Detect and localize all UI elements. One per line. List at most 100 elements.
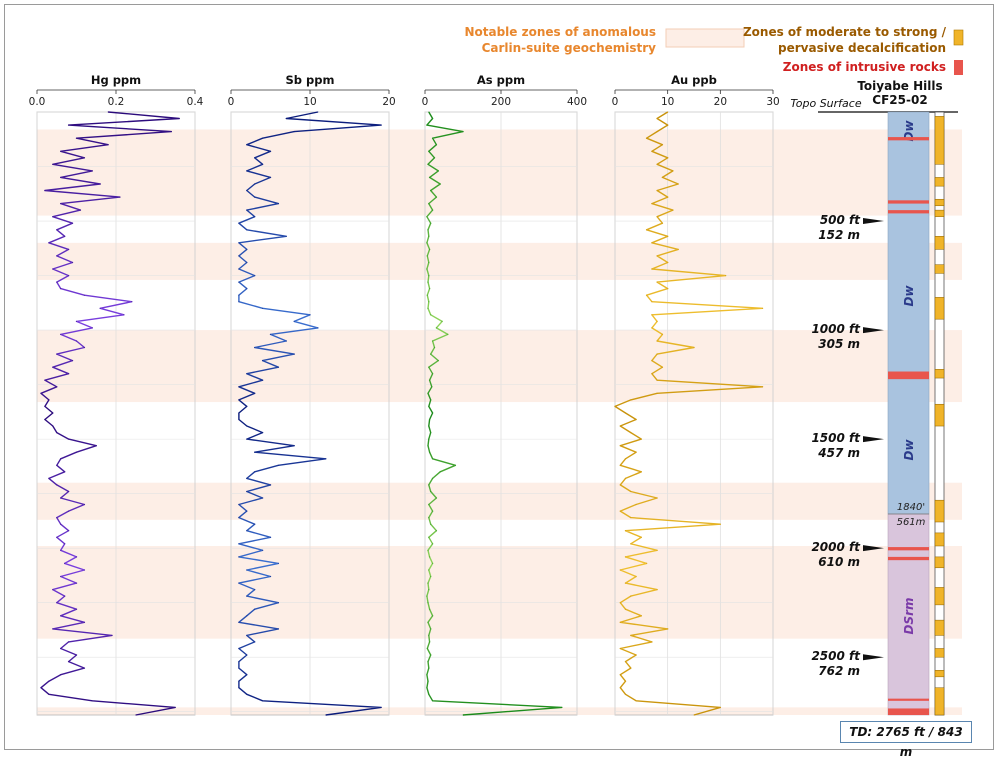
decalc-zone [934, 369, 945, 379]
data-point [75, 654, 78, 656]
data-point [91, 327, 93, 329]
data-point [428, 111, 430, 113]
data-point [624, 661, 627, 663]
data-point [661, 366, 664, 368]
data-point [561, 706, 563, 709]
decalc-zone [934, 619, 945, 636]
data-point [238, 517, 240, 519]
data-point [428, 150, 430, 152]
data-point [447, 333, 449, 335]
data-point [661, 176, 664, 178]
data-point [262, 379, 264, 381]
depth-arrow [863, 654, 884, 661]
data-point [656, 281, 658, 283]
data-point [68, 248, 70, 250]
data-point [174, 706, 176, 709]
data-point [761, 307, 764, 309]
data-point [454, 464, 456, 466]
data-point [40, 392, 42, 394]
data-point [435, 530, 437, 532]
data-point [254, 471, 256, 473]
data-point [619, 464, 621, 466]
data-point [719, 523, 721, 525]
data-point [48, 477, 50, 479]
data-point [83, 157, 85, 159]
legend-anomalous-swatch [665, 28, 745, 48]
data-point [430, 353, 432, 355]
data-point [430, 490, 432, 493]
data-point [656, 379, 658, 381]
data-point [60, 523, 62, 525]
intrusive-zone [888, 200, 929, 204]
data-point [640, 536, 642, 538]
panel-title: Hg ppm [91, 73, 141, 87]
data-point [246, 144, 248, 146]
data-point [619, 621, 621, 623]
data-point [624, 582, 627, 584]
data-point [432, 615, 434, 617]
data-point [60, 458, 62, 460]
data-point [52, 589, 54, 591]
data-point [83, 503, 85, 506]
depth-m-label: 305 m [818, 337, 860, 351]
anomalous-zone-band [37, 242, 962, 280]
data-point [619, 674, 621, 676]
data-point [656, 216, 658, 218]
data-point [635, 503, 637, 506]
data-point [429, 288, 431, 290]
data-point [432, 700, 434, 702]
data-point [619, 647, 621, 650]
legend-anomalous-label-2: Carlin-suite geochemistry [482, 41, 657, 55]
data-point [656, 189, 658, 192]
intrusive-zone [888, 547, 929, 551]
data-point [68, 641, 70, 643]
data-point [432, 543, 434, 545]
data-point [435, 144, 437, 146]
data-point [269, 176, 272, 178]
data-point [91, 700, 93, 702]
data-point [262, 360, 264, 362]
data-point [427, 281, 429, 283]
data-point [667, 261, 669, 264]
data-point [429, 608, 431, 610]
data-point [427, 163, 429, 165]
data-point [262, 163, 264, 165]
data-point [83, 346, 85, 349]
data-point [630, 490, 632, 493]
data-point [426, 268, 428, 270]
data-point [656, 497, 658, 499]
data-point [428, 667, 430, 669]
data-point [99, 307, 101, 309]
data-point [619, 510, 621, 512]
data-point [254, 216, 256, 218]
data-point [630, 667, 632, 669]
data-point [246, 261, 248, 264]
data-point [651, 641, 653, 643]
data-point [60, 203, 62, 205]
data-point [635, 700, 637, 702]
data-point [277, 366, 279, 368]
intrusive-zone-marks [888, 137, 929, 715]
figure-frame [4, 4, 994, 750]
data-point [462, 131, 464, 133]
data-point [277, 464, 279, 466]
data-point [60, 176, 62, 178]
data-point [646, 294, 648, 296]
data-point [428, 275, 430, 277]
data-point [427, 621, 429, 623]
well-id: CF25-02 [872, 93, 927, 107]
data-point [75, 451, 78, 453]
legend-decalc-label-1: Zones of moderate to strong / [743, 25, 947, 39]
data-point [677, 248, 679, 250]
data-point [441, 320, 443, 322]
data-point [431, 386, 433, 388]
data-point [656, 589, 658, 591]
data-point [79, 209, 81, 211]
data-point [427, 445, 429, 447]
data-point [432, 209, 434, 211]
panel-title: Au ppb [671, 73, 717, 87]
data-point [646, 562, 648, 565]
data-point [380, 124, 382, 126]
data-point [75, 608, 78, 610]
